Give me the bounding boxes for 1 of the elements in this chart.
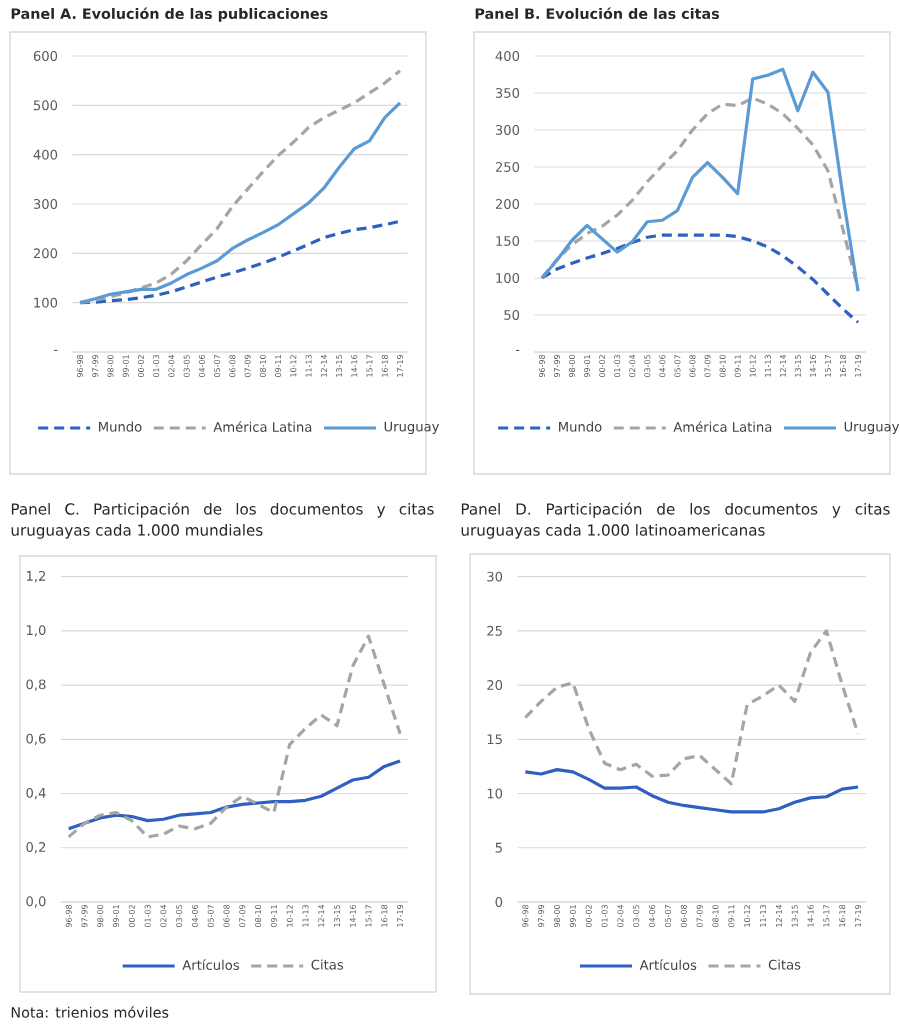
line-series (67, 759, 402, 831)
